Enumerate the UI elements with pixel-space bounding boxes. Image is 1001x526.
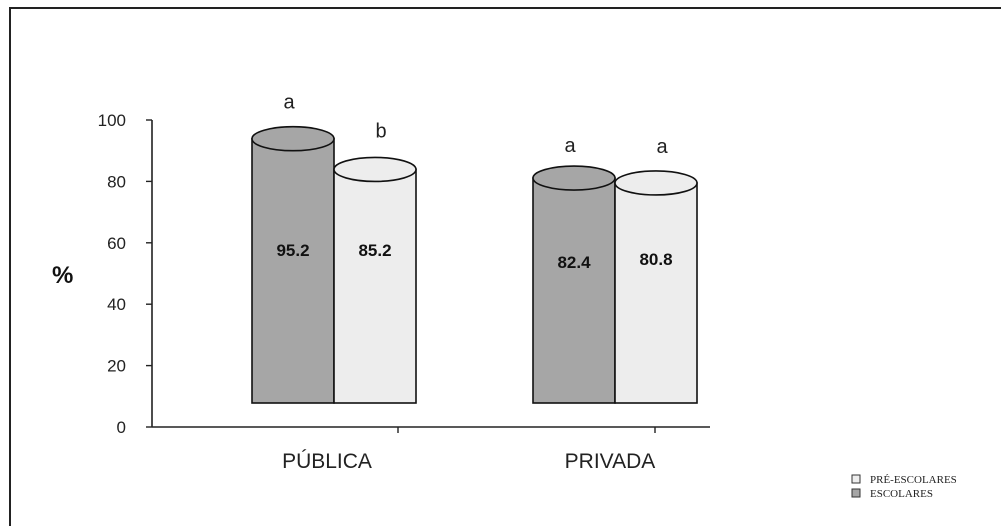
significance-label: b [375, 120, 386, 142]
significance-label: a [283, 92, 295, 114]
x-category-label: PÚBLICA [282, 450, 372, 473]
y-axis-label: % [52, 262, 73, 289]
significance-label: a [656, 136, 668, 158]
y-tick-label: 60 [107, 234, 126, 253]
legend-label: PRÉ-ESCOLARES [870, 474, 957, 486]
bar: 82.4 a [532, 135, 616, 404]
bar-top [333, 156, 417, 183]
bar: 95.2 a [251, 92, 335, 404]
bar-value-label: 82.4 [557, 253, 591, 272]
legend-label: ESCOLARES [870, 488, 933, 500]
axes: 0 20 40 60 80 100 PÚBLICA PRIVADA [98, 111, 710, 473]
y-tick-label: 40 [107, 295, 126, 314]
bar: 85.2 b [333, 120, 417, 404]
y-tick-label: 80 [107, 172, 126, 191]
y-tick-label: 100 [98, 111, 126, 130]
y-tick-label: 0 [117, 418, 126, 437]
bar-top [251, 125, 335, 152]
bar-body [532, 177, 616, 404]
bars: 95.2 a 85.2 b 82.4 a 80.8 a [251, 92, 698, 404]
bar-body [333, 168, 417, 404]
bar-body [251, 137, 335, 404]
bar-top [532, 165, 616, 191]
significance-label: a [564, 135, 576, 157]
x-category-label: PRIVADA [565, 450, 656, 473]
bar-value-label: 95.2 [276, 241, 309, 260]
bar-value-label: 80.8 [639, 250, 672, 269]
legend-swatch [851, 488, 861, 498]
bar: 80.8 a [614, 136, 698, 404]
legend-swatch [851, 474, 861, 484]
bar-body [614, 182, 698, 404]
bar-value-label: 85.2 [358, 241, 391, 260]
y-tick-label: 20 [107, 357, 126, 376]
chart-frame [9, 7, 1001, 526]
legend: PRÉ-ESCOLARES ESCOLARES [851, 474, 957, 500]
bar-top [614, 170, 698, 196]
